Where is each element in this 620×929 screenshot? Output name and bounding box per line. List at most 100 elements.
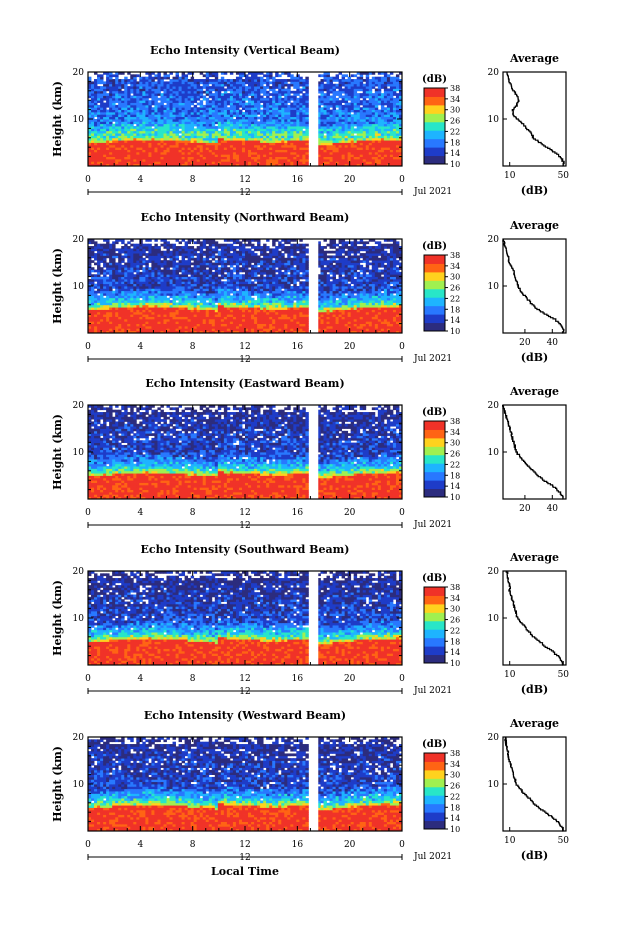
heatmap-cell (345, 138, 348, 141)
heatmap-cell (203, 312, 206, 315)
heatmap-cell (324, 100, 327, 103)
heatmap-cell (215, 133, 218, 136)
heatmap-cell (163, 326, 166, 329)
heatmap-cell (185, 100, 188, 103)
heatmap-cell (293, 98, 296, 101)
heatmap-cell (384, 135, 387, 138)
heatmap-cell (299, 157, 302, 160)
heatmap-cell (242, 96, 245, 99)
heatmap-cell (136, 324, 139, 327)
heatmap-cell (305, 161, 308, 164)
heatmap-cell (327, 126, 330, 129)
heatmap-cell (160, 140, 163, 143)
heatmap-cell (302, 100, 305, 103)
heatmap-cell (384, 86, 387, 89)
heatmap-cell (330, 126, 333, 129)
heatmap-cell (179, 126, 182, 129)
heatmap-cell (375, 310, 378, 313)
heatmap-cell (233, 324, 236, 327)
heatmap-cell (212, 159, 215, 162)
heatmap-cell (160, 81, 163, 84)
heatmap-cell (115, 100, 118, 103)
heatmap-cell (342, 77, 345, 80)
heatmap-cell (266, 147, 269, 150)
heatmap-cell (109, 319, 112, 322)
heatmap-cell (191, 91, 194, 94)
heatmap-cell (224, 117, 227, 120)
heatmap-cell (179, 138, 182, 141)
heatmap-cell (387, 91, 390, 94)
heatmap-cell (197, 128, 200, 131)
heatmap-cell (236, 138, 239, 141)
heatmap-cell (124, 143, 127, 146)
heatmap-cell (324, 312, 327, 315)
heatmap-cell (287, 124, 290, 127)
heatmap-cell (372, 317, 375, 320)
heatmap-cell (366, 93, 369, 96)
heatmap-cell (336, 93, 339, 96)
heatmap-cell (260, 126, 263, 129)
heatmap-cell (91, 147, 94, 150)
heatmap-cell (230, 96, 233, 99)
heatmap-cell (287, 86, 290, 89)
heatmap-cell (154, 103, 157, 106)
heatmap-cell (296, 157, 299, 160)
heatmap-cell (342, 319, 345, 322)
heatmap-cell (151, 121, 154, 124)
heatmap-cell (375, 91, 378, 94)
heatmap-cell (360, 314, 363, 317)
heatmap-cell (94, 98, 97, 101)
heatmap-cell (296, 119, 299, 122)
heatmap-cell (136, 88, 139, 91)
heatmap-cell (130, 107, 133, 110)
heatmap-cell (115, 88, 118, 91)
heatmap-cell (263, 143, 266, 146)
heatmap-cell (248, 154, 251, 157)
heatmap-cell (103, 321, 106, 324)
heatmap-cell (103, 317, 106, 320)
heatmap-cell (366, 100, 369, 103)
heatmap-cell (142, 98, 145, 101)
heatmap-cell (378, 328, 381, 331)
heatmap-cell (293, 135, 296, 138)
heatmap-cell (390, 93, 393, 96)
heatmap-cell (354, 103, 357, 106)
heatmap-cell (354, 98, 357, 101)
heatmap-cell (142, 84, 145, 87)
heatmap-cell (227, 107, 230, 110)
heatmap-cell (145, 110, 148, 113)
heatmap-cell (260, 105, 263, 108)
heatmap-cell (170, 96, 173, 99)
heatmap-cell (342, 161, 345, 164)
heatmap-cell (182, 91, 185, 94)
heatmap-cell (275, 117, 278, 120)
heatmap-cell (245, 157, 248, 160)
heatmap-cell (127, 112, 130, 115)
heatmap-cell (124, 126, 127, 129)
heatmap-cell (133, 93, 136, 96)
heatmap-cell (348, 154, 351, 157)
heatmap-cell (305, 93, 308, 96)
heatmap-cell (354, 154, 357, 157)
heatmap-cell (381, 86, 384, 89)
heatmap-cell (290, 314, 293, 317)
heatmap-cell (269, 112, 272, 115)
heatmap-cell (233, 93, 236, 96)
heatmap-cell (151, 84, 154, 87)
heatmap-cell (145, 310, 148, 313)
heatmap-cell (278, 312, 281, 315)
heatmap-cell (302, 81, 305, 84)
heatmap-cell (142, 117, 145, 120)
heatmap-cell (357, 328, 360, 331)
heatmap-cell (106, 157, 109, 160)
heatmap-cell (257, 321, 260, 324)
heatmap-cell (333, 310, 336, 313)
heatmap-cell (360, 88, 363, 91)
heatmap-cell (266, 131, 269, 134)
heatmap-cell (185, 143, 188, 146)
heatmap-cell (163, 145, 166, 148)
heatmap-cell (160, 119, 163, 122)
heatmap-cell (287, 159, 290, 162)
heatmap-cell (381, 328, 384, 331)
